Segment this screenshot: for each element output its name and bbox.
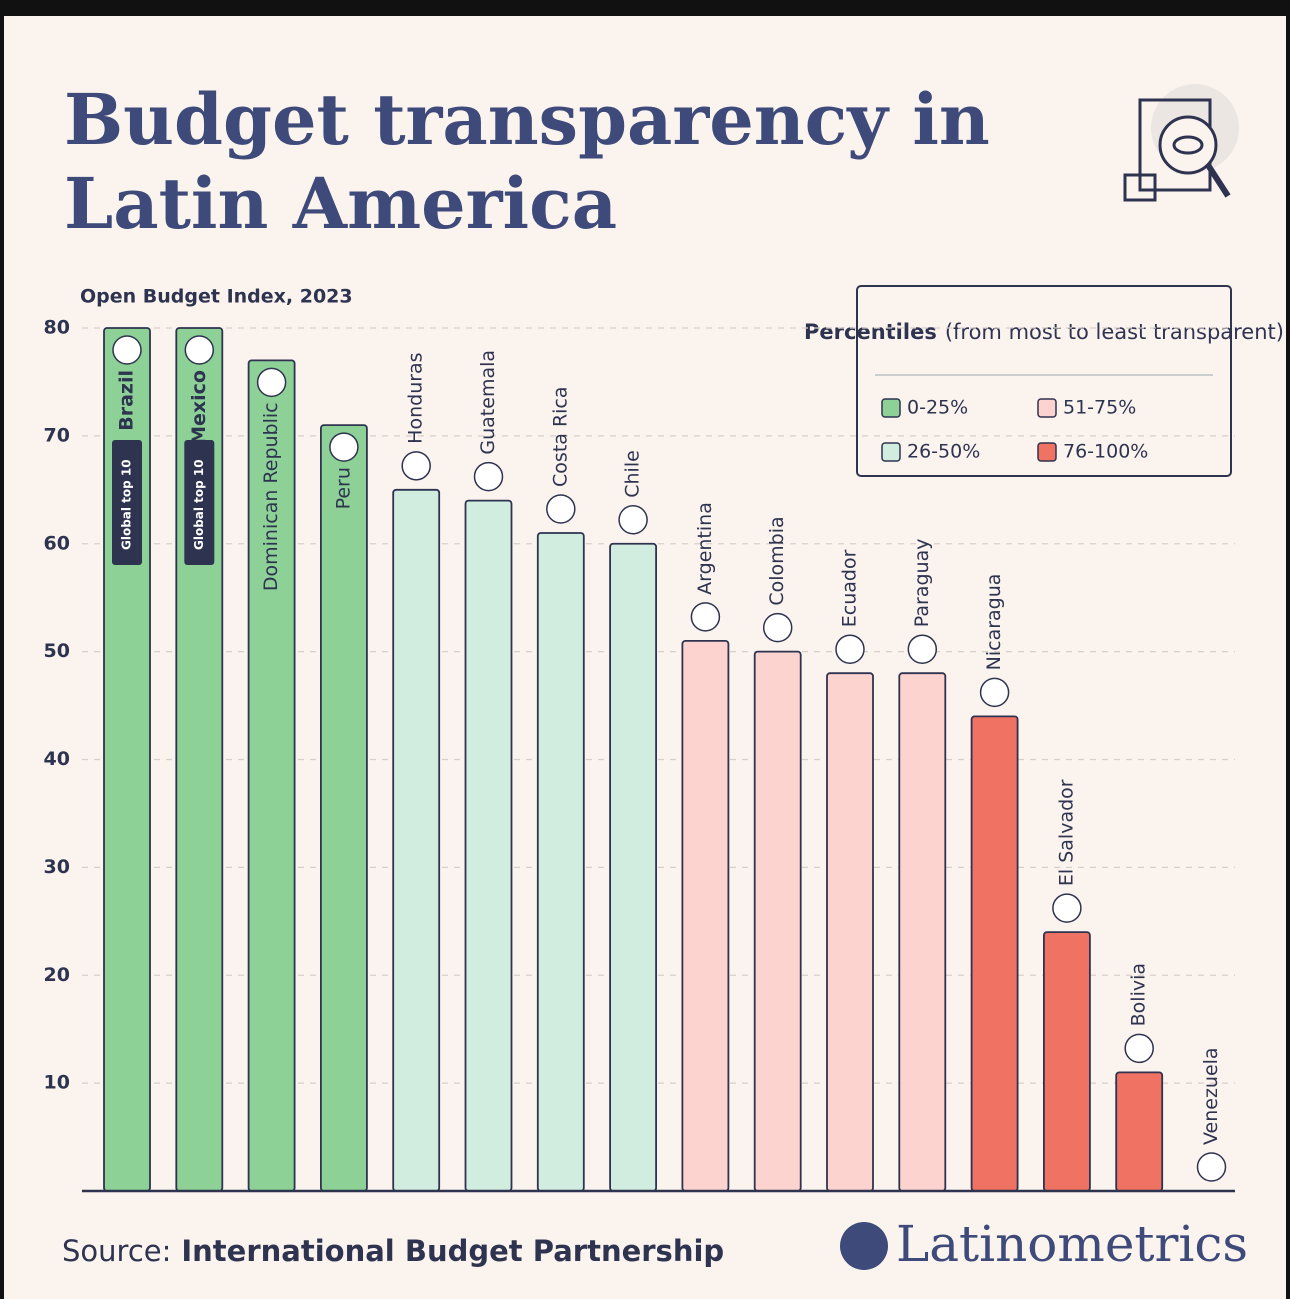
- legend-title: Percentiles (from most to least transpare…: [804, 320, 1284, 344]
- flag: [546, 494, 576, 524]
- legend-swatch: [881, 398, 901, 418]
- badge: [112, 440, 142, 565]
- legend-box: [856, 285, 1232, 477]
- bar: [1115, 1071, 1164, 1192]
- bar: [753, 650, 802, 1192]
- title-line: Latin America: [64, 162, 617, 245]
- y-tick-label: 40: [44, 748, 70, 770]
- y-tick-label: 80: [44, 317, 70, 339]
- legend-label: 26-50%: [907, 441, 980, 463]
- flag: [329, 432, 359, 462]
- brand: Latinometrics: [896, 1215, 1248, 1273]
- flag: [256, 367, 287, 398]
- plot: 10 20 30 40 50 60 70 80 Brazil Global top 10 Mexic…: [44, 317, 1235, 1193]
- source: Source: International Budget Partnership: [62, 1234, 724, 1268]
- x-tick-label: Brazil: [116, 370, 138, 431]
- flag: [762, 612, 793, 643]
- y-tick-label: 60: [44, 532, 70, 554]
- flag: [401, 451, 431, 481]
- flag: [690, 602, 721, 632]
- x-tick-label: Paraguay: [911, 538, 933, 627]
- source-label: Source:: [62, 1234, 171, 1268]
- title-line: Budget transparency in: [64, 78, 990, 161]
- flag: [473, 461, 504, 492]
- x-tick-label: Venezuela: [1200, 1047, 1222, 1145]
- x-tick-label: Chile: [622, 450, 644, 498]
- y-tick-label: 50: [44, 640, 70, 662]
- x-tick-label: Colombia: [766, 516, 788, 605]
- bar: [898, 672, 947, 1192]
- annotation: Global top 10: [120, 459, 134, 550]
- x-tick-label: Honduras: [405, 352, 427, 443]
- bar: [826, 672, 874, 1192]
- y-tick-label: 70: [44, 424, 70, 446]
- legend-swatch: [1037, 442, 1057, 462]
- y-tick-label: 30: [44, 856, 70, 878]
- flag: [1196, 1152, 1227, 1182]
- x-tick-label: Mexico: [188, 370, 210, 445]
- legend-label: 51-75%: [1063, 397, 1136, 419]
- x-tick-label: Guatemala: [477, 350, 499, 455]
- legend-title-main: Percentiles: [804, 320, 937, 344]
- bar: [319, 424, 368, 1192]
- x-tick-label: Peru: [332, 467, 354, 509]
- bar: [681, 639, 730, 1192]
- flag: [907, 634, 938, 664]
- flag: [112, 335, 142, 365]
- legend-label: 0-25%: [907, 397, 968, 419]
- flag: [1052, 893, 1082, 923]
- bar: [536, 532, 585, 1192]
- brand-logo: [840, 1222, 888, 1270]
- legend-swatch: [881, 442, 901, 462]
- x-tick-label: El Salvador: [1055, 779, 1077, 886]
- source-name: International Budget Partnership: [181, 1234, 724, 1268]
- bar: [1043, 931, 1091, 1192]
- x-tick-label: Dominican Republic: [260, 402, 282, 591]
- annotation: Global top 10: [192, 459, 206, 550]
- bar: [970, 715, 1019, 1192]
- x-tick-label: Ecuador: [839, 549, 861, 627]
- flag: [835, 634, 865, 664]
- bar: [609, 542, 657, 1192]
- bar: [464, 499, 513, 1192]
- legend-subtitle: (from most to least transparent): [945, 320, 1284, 344]
- flag: [618, 505, 648, 535]
- flag: [1124, 1033, 1154, 1064]
- x-tick-label: Nicaragua: [983, 574, 1005, 671]
- legend-swatch: [1037, 398, 1057, 418]
- badge: [184, 440, 215, 565]
- bar: [392, 488, 441, 1192]
- subtitle: Open Budget Index, 2023: [80, 286, 353, 308]
- x-tick-label: Bolivia: [1128, 963, 1150, 1026]
- x-tick-label: Argentina: [694, 502, 716, 595]
- flag: [184, 335, 215, 365]
- x-tick-label: Costa Rica: [549, 386, 571, 487]
- icon: [1123, 84, 1239, 202]
- y-tick-label: 10: [44, 1072, 70, 1094]
- flag: [979, 677, 1010, 708]
- y-tick-label: 20: [44, 964, 70, 986]
- legend-label: 76-100%: [1063, 441, 1148, 463]
